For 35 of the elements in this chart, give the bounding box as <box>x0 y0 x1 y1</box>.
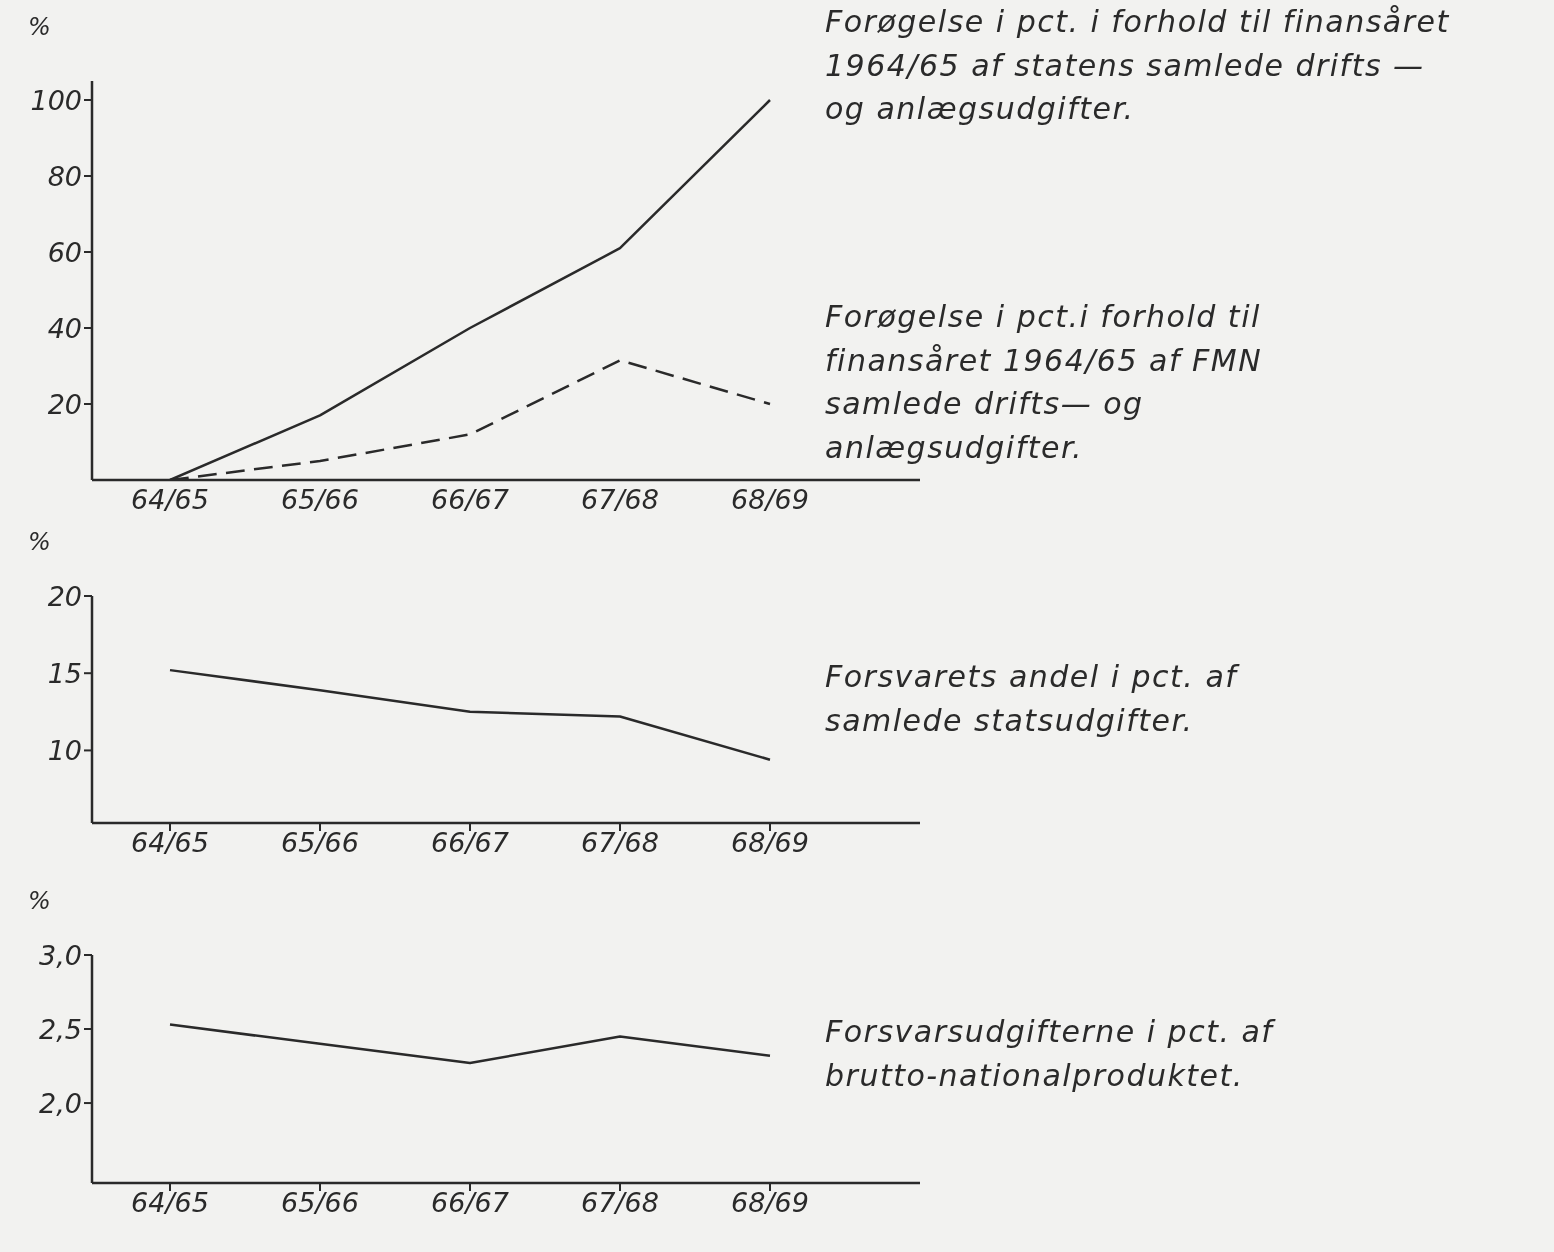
x-tick-label: 65/66 <box>281 827 359 859</box>
x-tick-label: 64/65 <box>131 1187 209 1219</box>
x-tick-label: 66/67 <box>431 484 509 516</box>
y-tick-label: 60 <box>47 236 82 268</box>
y-tick-label: 2,5 <box>39 1013 82 1045</box>
y-tick-label: 2,0 <box>39 1087 82 1119</box>
annotation: Forøgelse i pct. i forhold til finansåret 1964/65 af statens samlede drifts — og anlægsudgifter. <box>825 3 1451 128</box>
y-tick-label: 3,0 <box>39 939 82 971</box>
y-axis-title: % <box>28 528 51 556</box>
y-tick-label: 20 <box>47 388 82 420</box>
line-series <box>168 668 772 761</box>
x-tick-label: 67/68 <box>581 484 659 516</box>
y-tick-label: 20 <box>47 580 82 612</box>
y-axis-title: % <box>28 13 51 41</box>
line-series <box>168 1023 772 1065</box>
x-tick-label: 68/69 <box>731 484 809 516</box>
y-tick-label: 100 <box>30 84 82 116</box>
y-tick-label: 40 <box>47 312 82 344</box>
annotation: Forøgelse i pct.i forhold til finansåret 1964/65 af FMN samlede drifts— og anlægsudgifter. <box>825 298 1264 467</box>
annotation: Forsvarsudgifterne i pct. af brutto-nationalproduktet. <box>825 1013 1277 1095</box>
x-tick-label: 65/66 <box>281 1187 359 1219</box>
x-tick-label: 64/65 <box>131 484 209 516</box>
y-tick-label: 15 <box>47 657 82 689</box>
x-tick-label: 66/67 <box>431 827 509 859</box>
y-axis-title: % <box>28 887 51 915</box>
y-tick-label: 10 <box>47 735 82 767</box>
x-tick-label: 68/69 <box>731 827 809 859</box>
x-tick-label: 67/68 <box>581 827 659 859</box>
x-tick-label: 65/66 <box>281 484 359 516</box>
x-tick-label: 66/67 <box>431 1187 509 1219</box>
annotation: Forsvarets andel i pct. af samlede statsudgifter. <box>825 658 1241 740</box>
x-tick-label: 64/65 <box>131 827 209 859</box>
x-tick-label: 67/68 <box>581 1187 659 1219</box>
y-tick-label: 80 <box>47 160 82 192</box>
x-tick-label: 68/69 <box>731 1187 809 1219</box>
